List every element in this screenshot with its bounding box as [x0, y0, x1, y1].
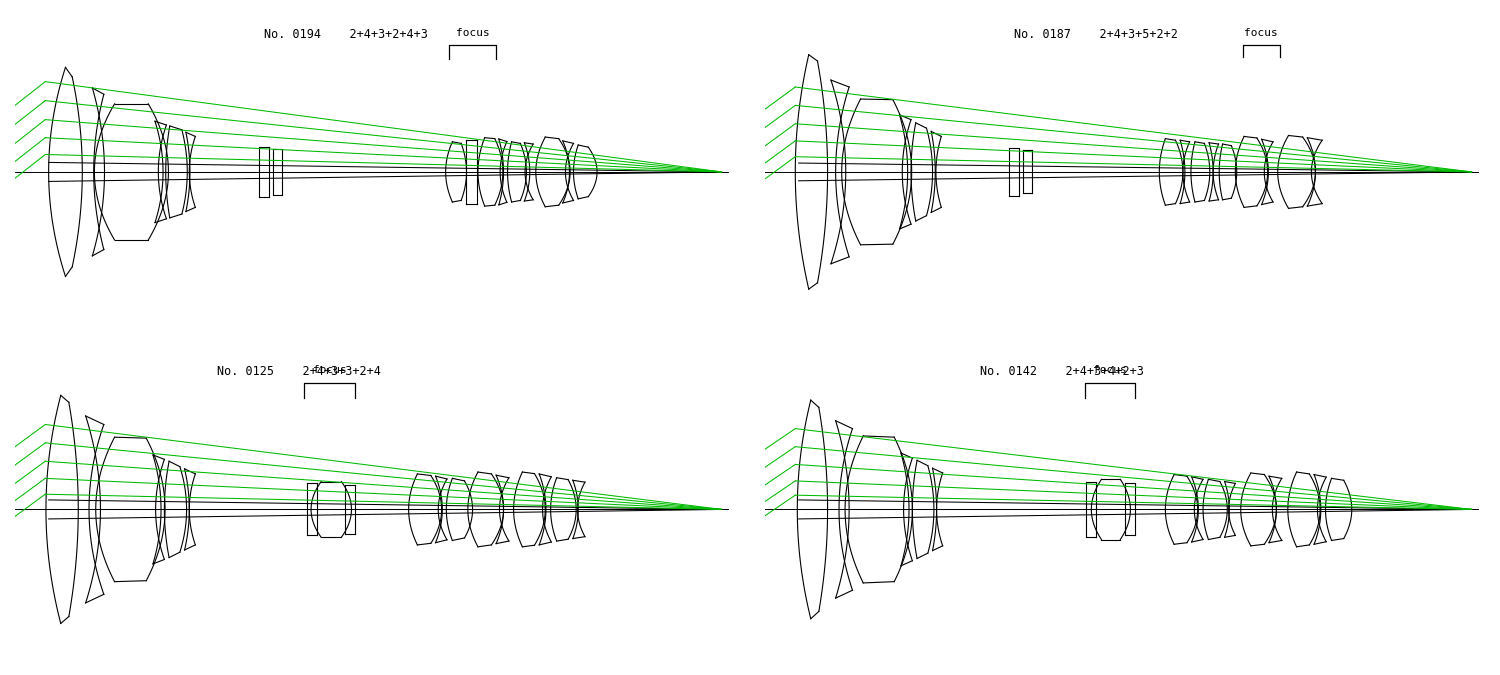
Text: focus: focus: [1245, 28, 1278, 38]
Text: No. 0187    2+4+3+5+2+2: No. 0187 2+4+3+5+2+2: [1014, 28, 1178, 40]
Text: focus: focus: [456, 28, 489, 38]
Text: No. 0125    2+4+3+3+2+4: No. 0125 2+4+3+3+2+4: [217, 365, 381, 378]
Text: No. 0194    2+4+3+2+4+3: No. 0194 2+4+3+2+4+3: [264, 28, 428, 40]
Text: focus: focus: [312, 365, 346, 375]
Text: No. 0142    2+4+3+4+2+3: No. 0142 2+4+3+4+2+3: [981, 365, 1144, 378]
Text: focus: focus: [1094, 365, 1126, 375]
